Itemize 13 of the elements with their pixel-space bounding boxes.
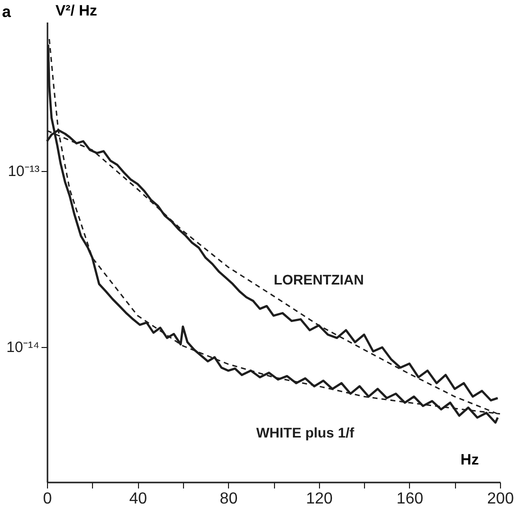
- x-tick-label: 0: [43, 490, 52, 508]
- x-tick-label: 80: [220, 490, 238, 508]
- text: a: [2, 4, 11, 21]
- x-tick-label: 160: [396, 490, 424, 508]
- y-tick-label: 10⁻¹⁴: [6, 339, 40, 356]
- y-tick-label: 10⁻¹³: [8, 163, 40, 180]
- text: WHITE plus 1/f: [256, 424, 355, 440]
- y-axis-title: V²/ Hz: [56, 2, 98, 20]
- series-label: LORENTZIAN: [274, 271, 364, 288]
- x-tick-label: 200: [487, 490, 514, 508]
- x-axis-title: Hz: [460, 452, 479, 468]
- x-tick-label: 40: [129, 490, 148, 508]
- x-tick-label: 120: [306, 490, 333, 508]
